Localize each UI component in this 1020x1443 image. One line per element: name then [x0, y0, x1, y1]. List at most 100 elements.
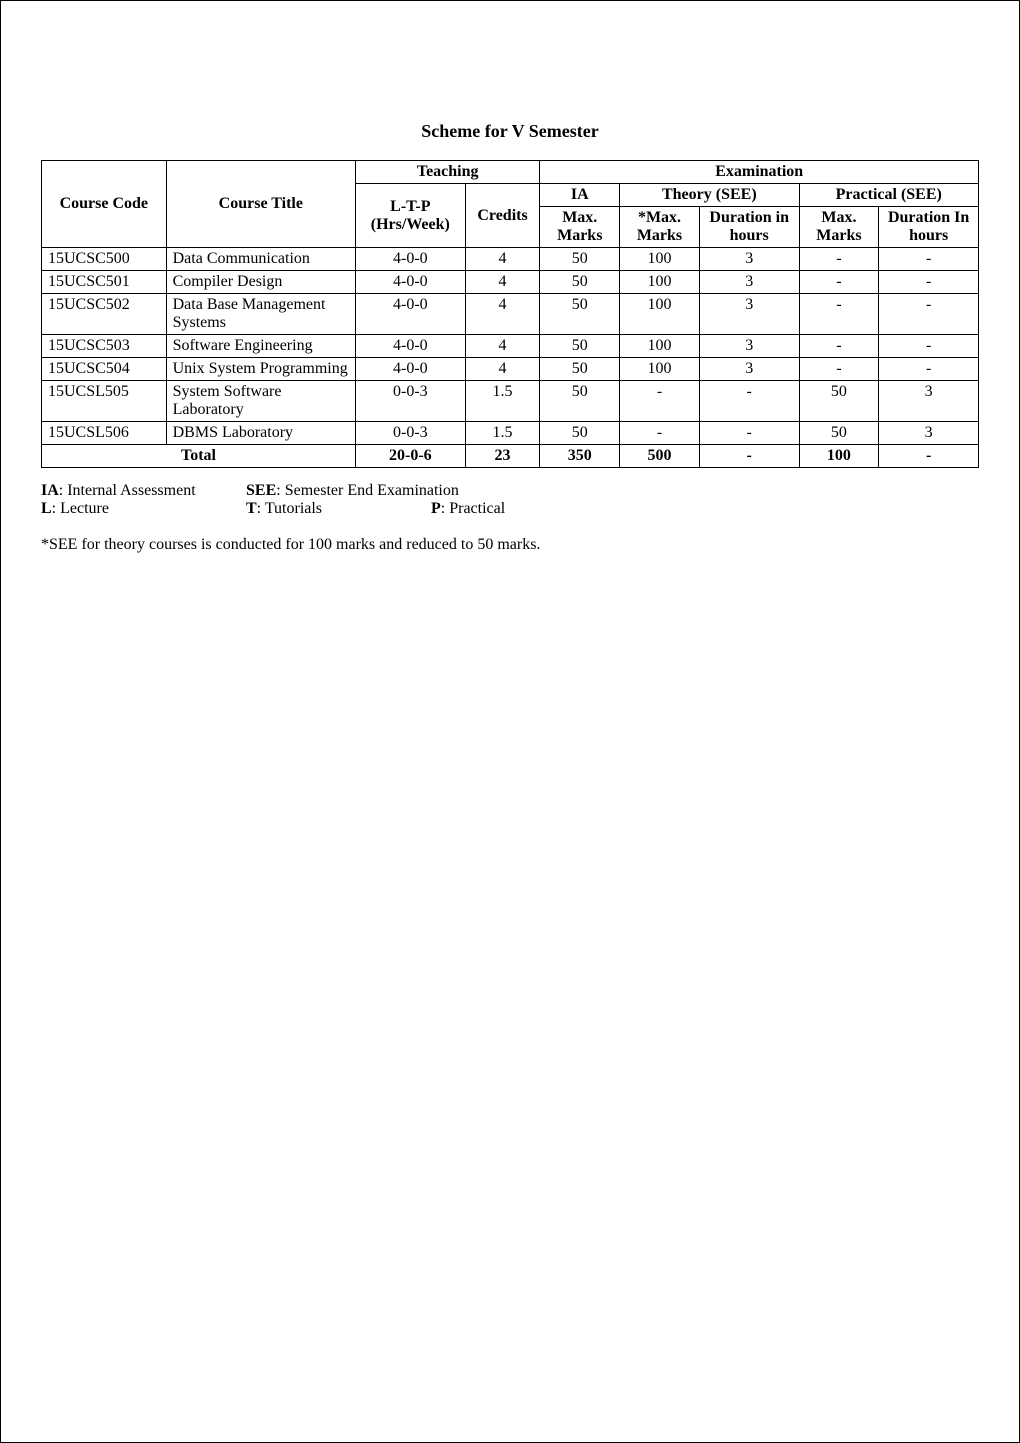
- legend-ia-text: : Internal Assessment: [59, 482, 196, 499]
- legend-block: IA: Internal Assessment SEE: Semester En…: [41, 482, 979, 518]
- cell-cred: 4: [465, 358, 540, 381]
- page-title: Scheme for V Semester: [41, 121, 979, 142]
- th-see-max: *Max. Marks: [620, 207, 700, 248]
- cell-ia: 50: [540, 248, 620, 271]
- th-teaching: Teaching: [356, 161, 540, 184]
- cell-pmax: -: [799, 294, 879, 335]
- cell-total-pdur: -: [879, 445, 979, 468]
- cell-sdur: 3: [699, 358, 799, 381]
- legend-t: T: Tutorials: [246, 500, 431, 518]
- cell-total-ia: 350: [540, 445, 620, 468]
- cell-ia: 50: [540, 422, 620, 445]
- legend-l: L: Lecture: [41, 500, 246, 518]
- legend-see: SEE: Semester End Examination: [246, 482, 459, 500]
- cell-ia: 50: [540, 294, 620, 335]
- table-row: 15UCSC501 Compiler Design 4-0-0 4 50 100…: [42, 271, 979, 294]
- legend-p-text: : Practical: [441, 500, 505, 517]
- legend-line-2: L: Lecture T: Tutorials P: Practical: [41, 500, 979, 518]
- cell-sdur: 3: [699, 335, 799, 358]
- legend-t-text: : Tutorials: [257, 500, 322, 517]
- cell-total-sdur: -: [699, 445, 799, 468]
- cell-ltp: 0-0-3: [356, 422, 466, 445]
- cell-total-smax: 500: [620, 445, 700, 468]
- legend-see-bold: SEE: [246, 482, 276, 499]
- cell-cred: 4: [465, 248, 540, 271]
- cell-sdur: 3: [699, 248, 799, 271]
- cell-smax: 100: [620, 294, 700, 335]
- th-examination: Examination: [540, 161, 979, 184]
- cell-code: 15UCSC501: [42, 271, 167, 294]
- cell-title: DBMS Laboratory: [166, 422, 355, 445]
- legend-p: P: Practical: [431, 500, 505, 518]
- cell-cred: 1.5: [465, 381, 540, 422]
- cell-ia: 50: [540, 271, 620, 294]
- cell-pdur: -: [879, 358, 979, 381]
- th-course-title: Course Title: [166, 161, 355, 248]
- cell-code: 15UCSC500: [42, 248, 167, 271]
- cell-pmax: 50: [799, 381, 879, 422]
- cell-total-label: Total: [42, 445, 356, 468]
- legend-line-1: IA: Internal Assessment SEE: Semester En…: [41, 482, 979, 500]
- cell-ltp: 4-0-0: [356, 294, 466, 335]
- table-row: 15UCSC502 Data Base Management Systems 4…: [42, 294, 979, 335]
- cell-smax: 100: [620, 271, 700, 294]
- cell-code: 15UCSC504: [42, 358, 167, 381]
- page: Scheme for V Semester Course Code Course…: [0, 0, 1020, 1443]
- legend-ia-bold: IA: [41, 482, 59, 499]
- cell-sdur: -: [699, 422, 799, 445]
- cell-sdur: 3: [699, 271, 799, 294]
- cell-cred: 4: [465, 294, 540, 335]
- cell-title: Data Base Management Systems: [166, 294, 355, 335]
- th-credits: Credits: [465, 184, 540, 248]
- th-course-code: Course Code: [42, 161, 167, 248]
- cell-pdur: -: [879, 271, 979, 294]
- cell-code: 15UCSC502: [42, 294, 167, 335]
- cell-ia: 50: [540, 381, 620, 422]
- table-head-row-1: Course Code Course Title Teaching Examin…: [42, 161, 979, 184]
- legend-l-text: : Lecture: [52, 500, 109, 517]
- cell-sdur: -: [699, 381, 799, 422]
- cell-smax: 100: [620, 335, 700, 358]
- cell-pmax: -: [799, 271, 879, 294]
- cell-total-pmax: 100: [799, 445, 879, 468]
- cell-title: Data Communication: [166, 248, 355, 271]
- legend-l-bold: L: [41, 500, 52, 517]
- cell-smax: -: [620, 422, 700, 445]
- legend-p-bold: P: [431, 500, 441, 517]
- cell-total-ltp: 20-0-6: [356, 445, 466, 468]
- scheme-table: Course Code Course Title Teaching Examin…: [41, 160, 979, 468]
- table-row: 15UCSL505 System Software Laboratory 0-0…: [42, 381, 979, 422]
- footnote: *SEE for theory courses is conducted for…: [41, 536, 979, 554]
- th-practical-see: Practical (SEE): [799, 184, 978, 207]
- cell-pdur: 3: [879, 422, 979, 445]
- cell-pdur: -: [879, 248, 979, 271]
- cell-title: System Software Laboratory: [166, 381, 355, 422]
- cell-smax: 100: [620, 248, 700, 271]
- cell-ia: 50: [540, 335, 620, 358]
- table-row: 15UCSC504 Unix System Programming 4-0-0 …: [42, 358, 979, 381]
- cell-pdur: 3: [879, 381, 979, 422]
- cell-pdur: -: [879, 294, 979, 335]
- cell-code: 15UCSL505: [42, 381, 167, 422]
- cell-pmax: 50: [799, 422, 879, 445]
- legend-t-bold: T: [246, 500, 257, 517]
- table-row: 15UCSC500 Data Communication 4-0-0 4 50 …: [42, 248, 979, 271]
- table-head: Course Code Course Title Teaching Examin…: [42, 161, 979, 248]
- cell-ltp: 0-0-3: [356, 381, 466, 422]
- cell-title: Compiler Design: [166, 271, 355, 294]
- cell-code: 15UCSL506: [42, 422, 167, 445]
- cell-cred: 4: [465, 335, 540, 358]
- th-ia-max: Max. Marks: [540, 207, 620, 248]
- cell-pmax: -: [799, 335, 879, 358]
- table-row: 15UCSC503 Software Engineering 4-0-0 4 5…: [42, 335, 979, 358]
- th-see-dur: Duration in hours: [699, 207, 799, 248]
- th-p-dur: Duration In hours: [879, 207, 979, 248]
- cell-code: 15UCSC503: [42, 335, 167, 358]
- cell-ltp: 4-0-0: [356, 335, 466, 358]
- cell-smax: -: [620, 381, 700, 422]
- cell-pmax: -: [799, 248, 879, 271]
- cell-sdur: 3: [699, 294, 799, 335]
- cell-cred: 1.5: [465, 422, 540, 445]
- th-ia: IA: [540, 184, 620, 207]
- cell-pdur: -: [879, 335, 979, 358]
